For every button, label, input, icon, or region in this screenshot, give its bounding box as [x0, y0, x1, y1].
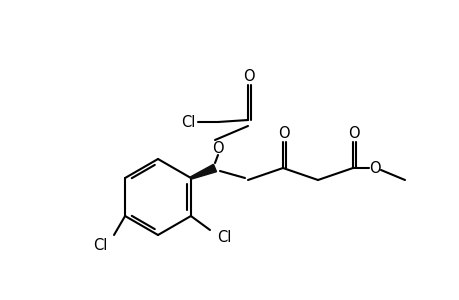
Text: Cl: Cl [180, 115, 195, 130]
Text: O: O [243, 68, 254, 83]
Text: O: O [347, 125, 359, 140]
Text: O: O [278, 125, 289, 140]
Polygon shape [190, 164, 216, 179]
Text: Cl: Cl [93, 238, 107, 253]
Text: Cl: Cl [216, 230, 231, 245]
Text: O: O [369, 160, 380, 175]
Text: O: O [212, 140, 224, 155]
